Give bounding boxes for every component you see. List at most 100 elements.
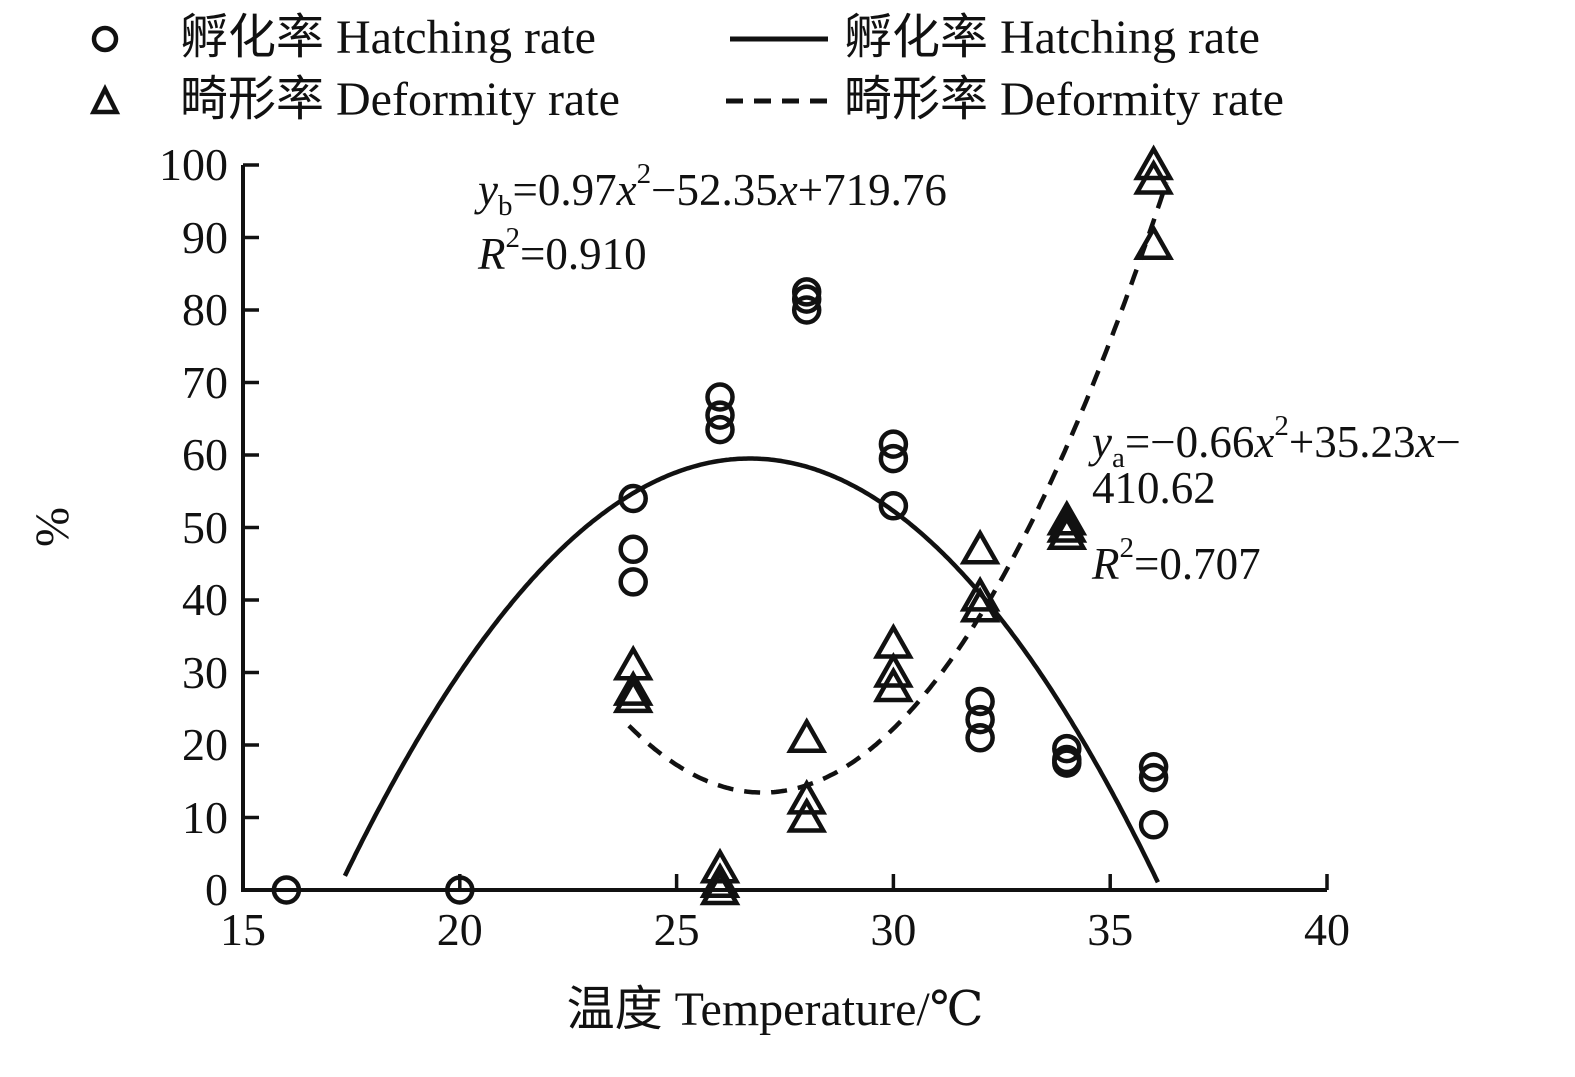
data-point-circle [965, 686, 995, 717]
eq-text: =0.910 [520, 229, 647, 279]
legend-label-hatching-line: 孵化率 Hatching rate [844, 11, 1260, 64]
x-tick-label: 30 [870, 904, 917, 955]
data-point-circle [791, 284, 822, 314]
eq-sup: 2 [636, 158, 652, 190]
data-point-triangle [1046, 506, 1088, 543]
eq-var: x [1415, 417, 1436, 467]
x-tick-label: 40 [1304, 904, 1350, 955]
eq-var: x [1254, 417, 1275, 467]
data-point-triangle [873, 666, 914, 703]
data-point-circle [705, 382, 735, 412]
legend-label-deformity-marker: 畸形率 Deformity rate [180, 73, 620, 126]
data-point-triangle [1046, 499, 1088, 536]
equation-hatching-fit-line1: ya=−0.66x2+35.23x− [1092, 398, 1461, 486]
data-point-triangle [1046, 514, 1088, 551]
legend-entry-hatching-line: 孵化率 Hatching rate [722, 8, 1260, 68]
solid-line-icon [730, 36, 828, 42]
data-point-circle [791, 295, 822, 325]
equation-hatching-fit-line2: 410.62 [1092, 460, 1216, 516]
y-tick-label: 0 [205, 864, 228, 915]
equation-hatching-fit-r2: R2=0.707 [1092, 520, 1261, 592]
circle-marker-icon [91, 25, 119, 53]
data-point-circle [878, 429, 909, 459]
eq-text: 410.62 [1092, 463, 1216, 513]
dashed-fit-curve [627, 181, 1169, 795]
data-point-triangle [699, 862, 741, 899]
data-point-triangle [1133, 224, 1174, 261]
legend-label-deformity-line: 畸形率 Deformity rate [844, 73, 1284, 126]
x-axis-title: 温度 Temperature/℃ [566, 983, 984, 1036]
data-point-circle [445, 875, 475, 905]
eq-text: =0.97 [512, 165, 617, 215]
y-tick-label: 70 [182, 356, 228, 408]
eq-sup: 2 [1119, 532, 1135, 564]
data-point-circle [878, 443, 909, 474]
data-point-circle [1052, 733, 1082, 764]
solid-fit-curve [342, 456, 1160, 884]
data-point-circle [878, 491, 909, 521]
data-point-triangle [873, 651, 914, 688]
eq-text: +35.23 [1288, 417, 1416, 467]
data-point-circle [705, 400, 735, 430]
data-point-circle [618, 567, 648, 597]
x-tick-label: 20 [436, 904, 483, 955]
eq-sup: 2 [505, 222, 521, 254]
data-point-circle [1138, 810, 1169, 840]
eq-text: =−0.66 [1124, 417, 1255, 467]
eq-sub: b [497, 190, 513, 222]
data-point-circle [618, 534, 648, 565]
data-point-triangle [612, 677, 654, 714]
eq-text: +719.76 [797, 165, 947, 215]
data-point-circle [965, 723, 995, 753]
data-point-circle [1138, 762, 1169, 793]
data-point-triangle [959, 586, 1001, 623]
x-tick-label: 35 [1087, 904, 1134, 955]
data-point-circle [271, 875, 302, 905]
eq-var: x [777, 165, 798, 215]
data-point-circle [965, 704, 995, 735]
eq-var: R [1092, 539, 1120, 589]
legend-entry-deformity-marker: 畸形率 Deformity rate [85, 70, 620, 130]
y-tick-label: 50 [182, 501, 228, 553]
eq-sup: 2 [1274, 410, 1289, 442]
data-point-triangle [612, 670, 654, 706]
legend-entry-deformity-line: 畸形率 Deformity rate [722, 70, 1284, 130]
eq-var: x [616, 165, 637, 215]
eq-var: R [478, 229, 506, 279]
data-point-triangle [786, 778, 828, 815]
y-tick-label: 20 [182, 719, 228, 770]
data-point-triangle [1133, 144, 1174, 181]
triangle-marker-icon [89, 83, 121, 115]
y-tick-label: 30 [182, 646, 228, 698]
data-point-circle [1138, 752, 1169, 782]
eq-var: y [478, 165, 498, 215]
data-point-triangle [699, 847, 741, 884]
equation-deformity-fit-r2: R2=0.910 [478, 210, 647, 282]
y-tick-label: 90 [182, 211, 228, 263]
legend-entry-hatching-marker: 孵化率 Hatching rate [85, 8, 596, 68]
y-tick-label: 60 [182, 429, 228, 480]
equation-deformity-fit-line1: yb=0.97x2−52.35x+719.76 [478, 146, 947, 234]
data-point-triangle [1133, 158, 1174, 195]
data-point-circle [1052, 748, 1082, 778]
data-point-triangle [959, 528, 1001, 565]
data-point-triangle [786, 796, 828, 833]
data-point-circle [618, 483, 648, 514]
x-tick-label: 15 [220, 904, 266, 955]
data-point-triangle [959, 575, 1001, 612]
eq-sub: a [1111, 442, 1125, 474]
y-tick-label: 80 [182, 284, 228, 335]
y-tick-label: 10 [182, 791, 228, 843]
x-tick-label: 25 [653, 904, 700, 955]
y-tick-label: 40 [182, 574, 228, 625]
y-tick-label: 100 [159, 139, 228, 190]
legend-label-hatching-marker: 孵化率 Hatching rate [180, 11, 596, 64]
eq-text: − [1435, 417, 1461, 467]
y-axis-title: % [26, 507, 79, 547]
data-point-circle [705, 414, 735, 445]
data-point-triangle [786, 717, 828, 754]
eq-var: y [1092, 417, 1112, 467]
data-point-triangle [699, 869, 741, 906]
